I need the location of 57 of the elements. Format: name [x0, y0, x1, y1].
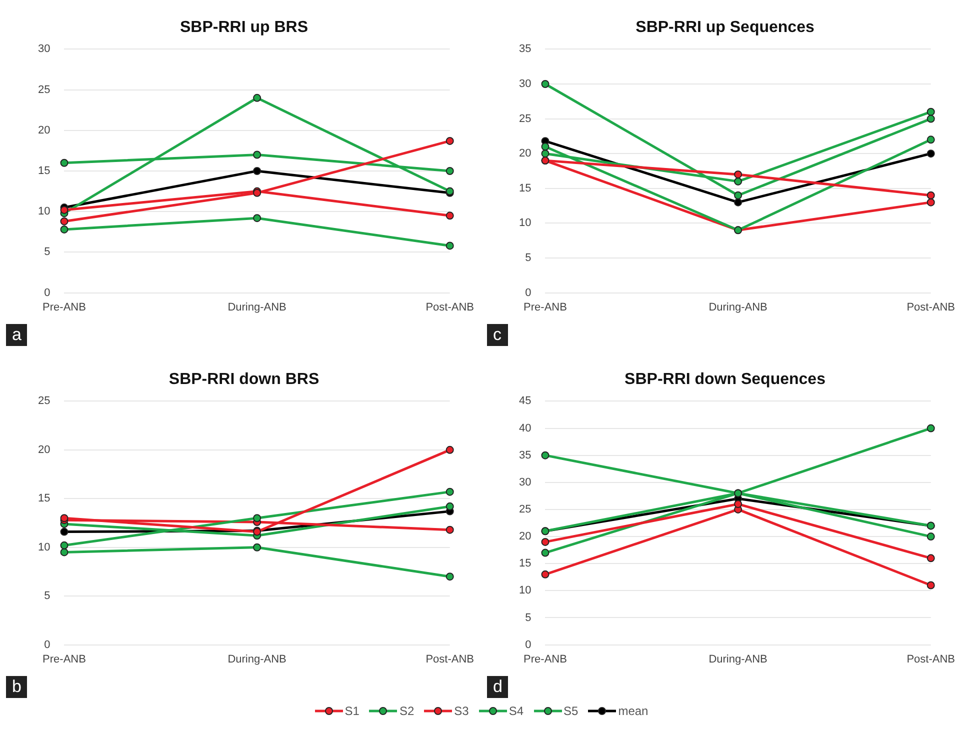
chart-title: SBP-RRI down BRS: [168, 371, 320, 388]
y-tick-label: 15: [38, 492, 50, 505]
y-tick-label: 45: [518, 395, 532, 408]
y-tick-label: 10: [518, 584, 532, 597]
x-tick-label: During-ANB: [708, 653, 768, 666]
y-tick-label: 5: [525, 252, 532, 264]
y-tick-label: 25: [518, 112, 532, 125]
x-tick-label: Pre-ANB: [42, 301, 86, 314]
x-tick-label: Post-ANB: [906, 301, 956, 314]
chart-title: SBP-RRI down Sequences: [624, 371, 826, 388]
y-tick-label: 20: [518, 148, 532, 160]
x-tick-label: Post-ANB: [426, 653, 474, 666]
x-tick-label: Pre-ANB: [524, 653, 567, 666]
y-tick-label: 25: [518, 504, 532, 516]
y-tick-label: 20: [38, 124, 50, 136]
y-tick-label: 20: [38, 444, 50, 456]
y-tick-label: 0: [44, 286, 50, 299]
text: a: [6, 324, 28, 346]
y-tick-label: 25: [38, 84, 50, 96]
x-tick-label: During-ANB: [708, 301, 768, 314]
legend-label: S5: [564, 704, 578, 718]
x-tick-label: Pre-ANB: [42, 653, 86, 666]
y-tick-label: 15: [518, 182, 532, 194]
x-tick-label: During-ANB: [228, 301, 286, 314]
y-tick-label: 10: [38, 541, 50, 554]
y-tick-label: 5: [44, 590, 50, 602]
y-tick-label: 5: [44, 246, 50, 258]
text: d: [487, 676, 508, 698]
x-tick-label: Post-ANB: [426, 301, 474, 314]
x-tick-label: Post-ANB: [906, 653, 956, 666]
y-tick-label: 25: [38, 395, 50, 408]
y-tick-label: 35: [518, 449, 532, 462]
chart-title: SBP-RRI up Sequences: [636, 19, 814, 36]
chart-title: SBP-RRI up BRS: [180, 19, 308, 36]
y-tick-label: 15: [38, 165, 50, 178]
x-tick-label: During-ANB: [228, 653, 286, 666]
legend-label: S2: [399, 704, 414, 718]
text: b: [6, 676, 28, 698]
text: c: [487, 324, 508, 346]
y-tick-label: 30: [518, 78, 532, 90]
y-tick-label: 10: [38, 206, 50, 218]
y-tick-label: 20: [518, 530, 532, 543]
y-tick-label: 35: [518, 43, 532, 56]
y-tick-label: 0: [525, 286, 532, 299]
legend-label: S1: [344, 704, 360, 718]
legend-label: S3: [454, 704, 469, 718]
y-tick-label: 0: [525, 638, 532, 651]
y-tick-label: 40: [518, 422, 532, 434]
legend-label: mean: [618, 704, 648, 718]
y-tick-label: 15: [518, 558, 532, 570]
x-tick-label: Pre-ANB: [524, 301, 567, 314]
legend-label: S4: [508, 704, 524, 718]
y-tick-label: 10: [518, 217, 532, 230]
y-tick-label: 5: [525, 612, 532, 624]
y-tick-label: 30: [38, 43, 50, 56]
y-tick-label: 30: [518, 476, 532, 488]
y-tick-label: 0: [44, 638, 50, 651]
